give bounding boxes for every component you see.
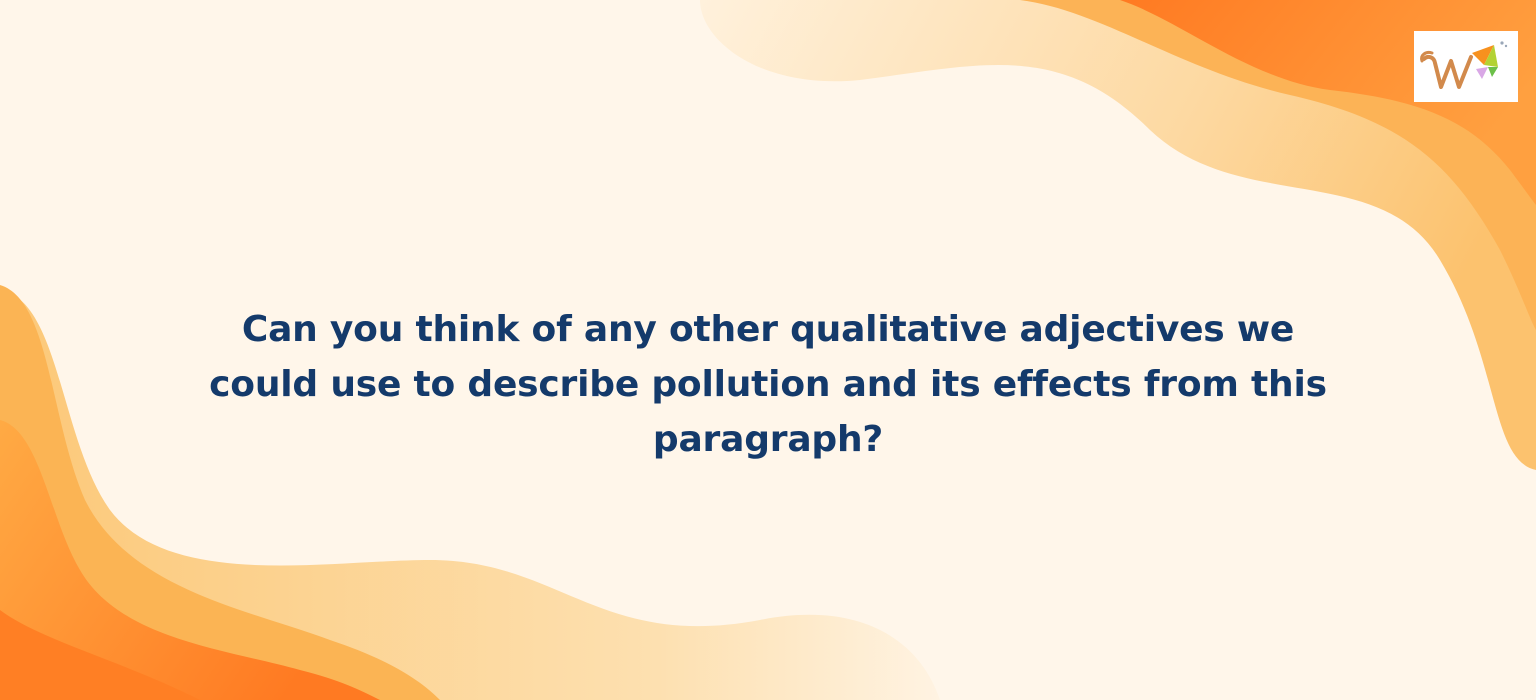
question-text: Can you think of any other qualitative a… bbox=[118, 302, 1418, 467]
bottom-left-light-wave bbox=[0, 290, 940, 700]
w-brand-logo-icon bbox=[1420, 41, 1508, 89]
question-line-1: Can you think of any other qualitative a… bbox=[241, 309, 1295, 350]
bottom-left-mid-wave bbox=[0, 285, 440, 700]
top-right-light-wave bbox=[700, 0, 1536, 470]
bottom-left-deep-wave bbox=[0, 610, 200, 700]
question-line-3: paragraph? bbox=[652, 419, 884, 460]
bottom-left-orange-wave bbox=[0, 420, 380, 700]
brand-logo bbox=[1414, 31, 1518, 102]
question-line-2: could use to describe pollution and its … bbox=[209, 364, 1327, 405]
